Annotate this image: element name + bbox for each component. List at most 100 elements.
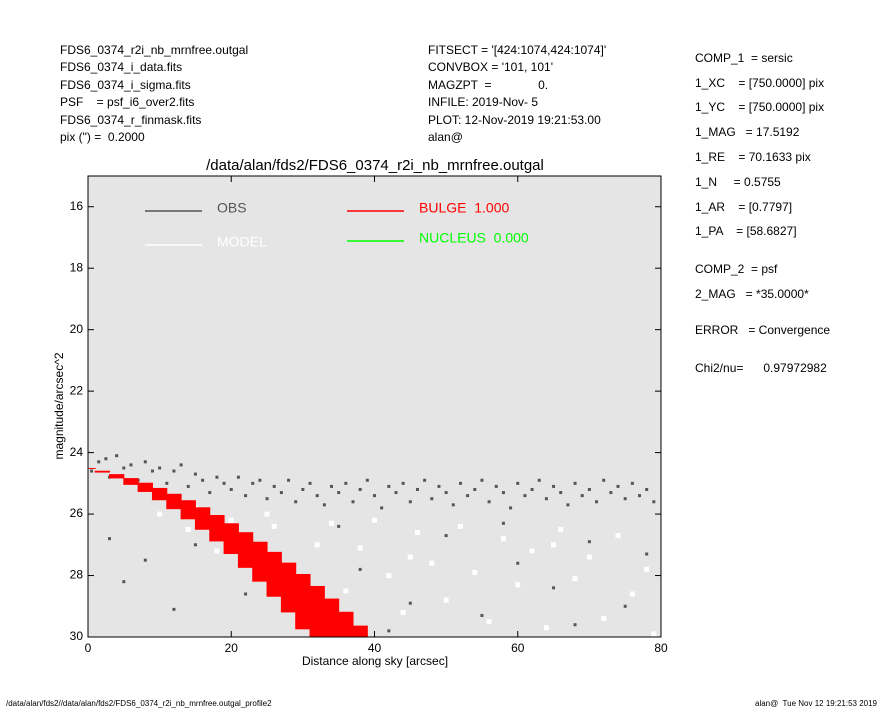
data-point <box>587 487 591 491</box>
header-right-line: 1_PA = [58.6827] <box>695 224 797 238</box>
data-point <box>314 542 320 548</box>
data-point <box>515 582 521 588</box>
data-point <box>172 469 176 473</box>
data-point <box>487 500 491 504</box>
data-point <box>644 566 650 572</box>
data-point <box>215 475 219 479</box>
data-point <box>645 487 649 491</box>
y-tick-label: 28 <box>70 568 84 582</box>
data-point <box>551 542 557 548</box>
data-point <box>222 481 226 485</box>
data-point <box>129 463 133 467</box>
header-left-line: PSF = psf_i6_over2.fits <box>60 95 195 110</box>
data-point <box>214 548 220 554</box>
header-right-line: 1_MAG = 17.5192 <box>695 125 800 139</box>
x-tick-label: 60 <box>511 641 525 655</box>
x-tick-label: 20 <box>225 641 239 655</box>
data-point <box>143 460 147 464</box>
data-point <box>193 543 197 547</box>
data-point <box>629 591 635 597</box>
bulge-band <box>94 470 110 473</box>
data-point <box>228 517 234 523</box>
bulge-band <box>266 551 282 597</box>
data-point <box>272 484 276 488</box>
data-point <box>358 487 362 491</box>
legend-label: MODEL <box>217 234 267 250</box>
data-point <box>573 481 577 485</box>
data-point <box>408 500 412 504</box>
plot-area <box>88 454 657 637</box>
data-point <box>308 481 312 485</box>
data-point <box>201 478 205 482</box>
data-point <box>437 484 441 488</box>
x-tick-label: 80 <box>654 641 668 655</box>
x-tick-label: 40 <box>368 641 382 655</box>
data-point <box>143 558 147 562</box>
data-point <box>530 487 534 491</box>
data-point <box>645 552 649 556</box>
data-point <box>287 478 291 482</box>
data-point <box>122 580 126 584</box>
data-point <box>358 567 362 571</box>
data-point <box>480 613 484 617</box>
data-point <box>501 491 505 495</box>
data-point <box>104 457 108 461</box>
data-point <box>373 494 376 498</box>
data-point <box>552 586 556 590</box>
y-tick-label: 20 <box>70 322 84 336</box>
header-right-line: 1_YC = [750.0000] pix <box>695 100 825 114</box>
data-point <box>566 503 570 507</box>
data-point <box>380 506 384 510</box>
bulge-band <box>309 585 325 637</box>
data-point <box>264 511 270 517</box>
data-point <box>294 500 298 504</box>
data-point <box>509 506 513 510</box>
data-point <box>365 478 369 482</box>
data-point <box>244 592 248 596</box>
data-point <box>193 472 197 476</box>
bulge-band <box>180 500 196 520</box>
data-point <box>251 481 255 485</box>
bulge-band <box>137 482 153 492</box>
data-point <box>615 533 621 539</box>
data-point <box>322 503 326 507</box>
data-point <box>150 469 154 473</box>
data-point <box>165 481 169 485</box>
legend-label: OBS <box>217 200 247 216</box>
bulge-band <box>209 514 225 542</box>
data-point <box>423 478 427 482</box>
data-point <box>407 554 413 560</box>
data-point <box>602 478 606 482</box>
header-middle-line: CONVBOX = '101, 101' <box>428 60 553 75</box>
header-left-line: FDS6_0374_r_finmask.fits <box>60 112 202 127</box>
data-point <box>386 573 392 579</box>
data-point <box>458 481 462 485</box>
data-point <box>315 494 319 498</box>
data-point <box>301 487 305 491</box>
data-point <box>122 466 126 470</box>
header-middle-line: MAGZPT = 0. <box>428 77 549 92</box>
data-point <box>472 569 478 575</box>
chart-title: /data/alan/fds2/FDS6_0374_r2i_nb_mrnfree… <box>206 157 544 174</box>
data-point <box>185 526 191 532</box>
data-point <box>343 588 349 594</box>
data-point <box>414 530 420 536</box>
data-point <box>271 523 277 529</box>
data-point <box>543 625 549 631</box>
data-point <box>394 491 398 495</box>
data-point <box>559 491 563 495</box>
header-left-line: pix (") = 0.2000 <box>60 130 145 144</box>
data-point <box>208 491 212 495</box>
data-point <box>372 517 377 523</box>
data-point <box>451 503 455 507</box>
header-middle-line: alan@ <box>428 130 463 144</box>
data-point <box>473 487 477 491</box>
legend-label: BULGE 1.000 <box>419 200 509 216</box>
data-point <box>444 534 448 538</box>
bulge-band <box>108 474 125 479</box>
data-point <box>573 623 577 627</box>
data-point <box>107 537 111 541</box>
data-point <box>630 481 634 485</box>
data-point <box>544 497 548 501</box>
